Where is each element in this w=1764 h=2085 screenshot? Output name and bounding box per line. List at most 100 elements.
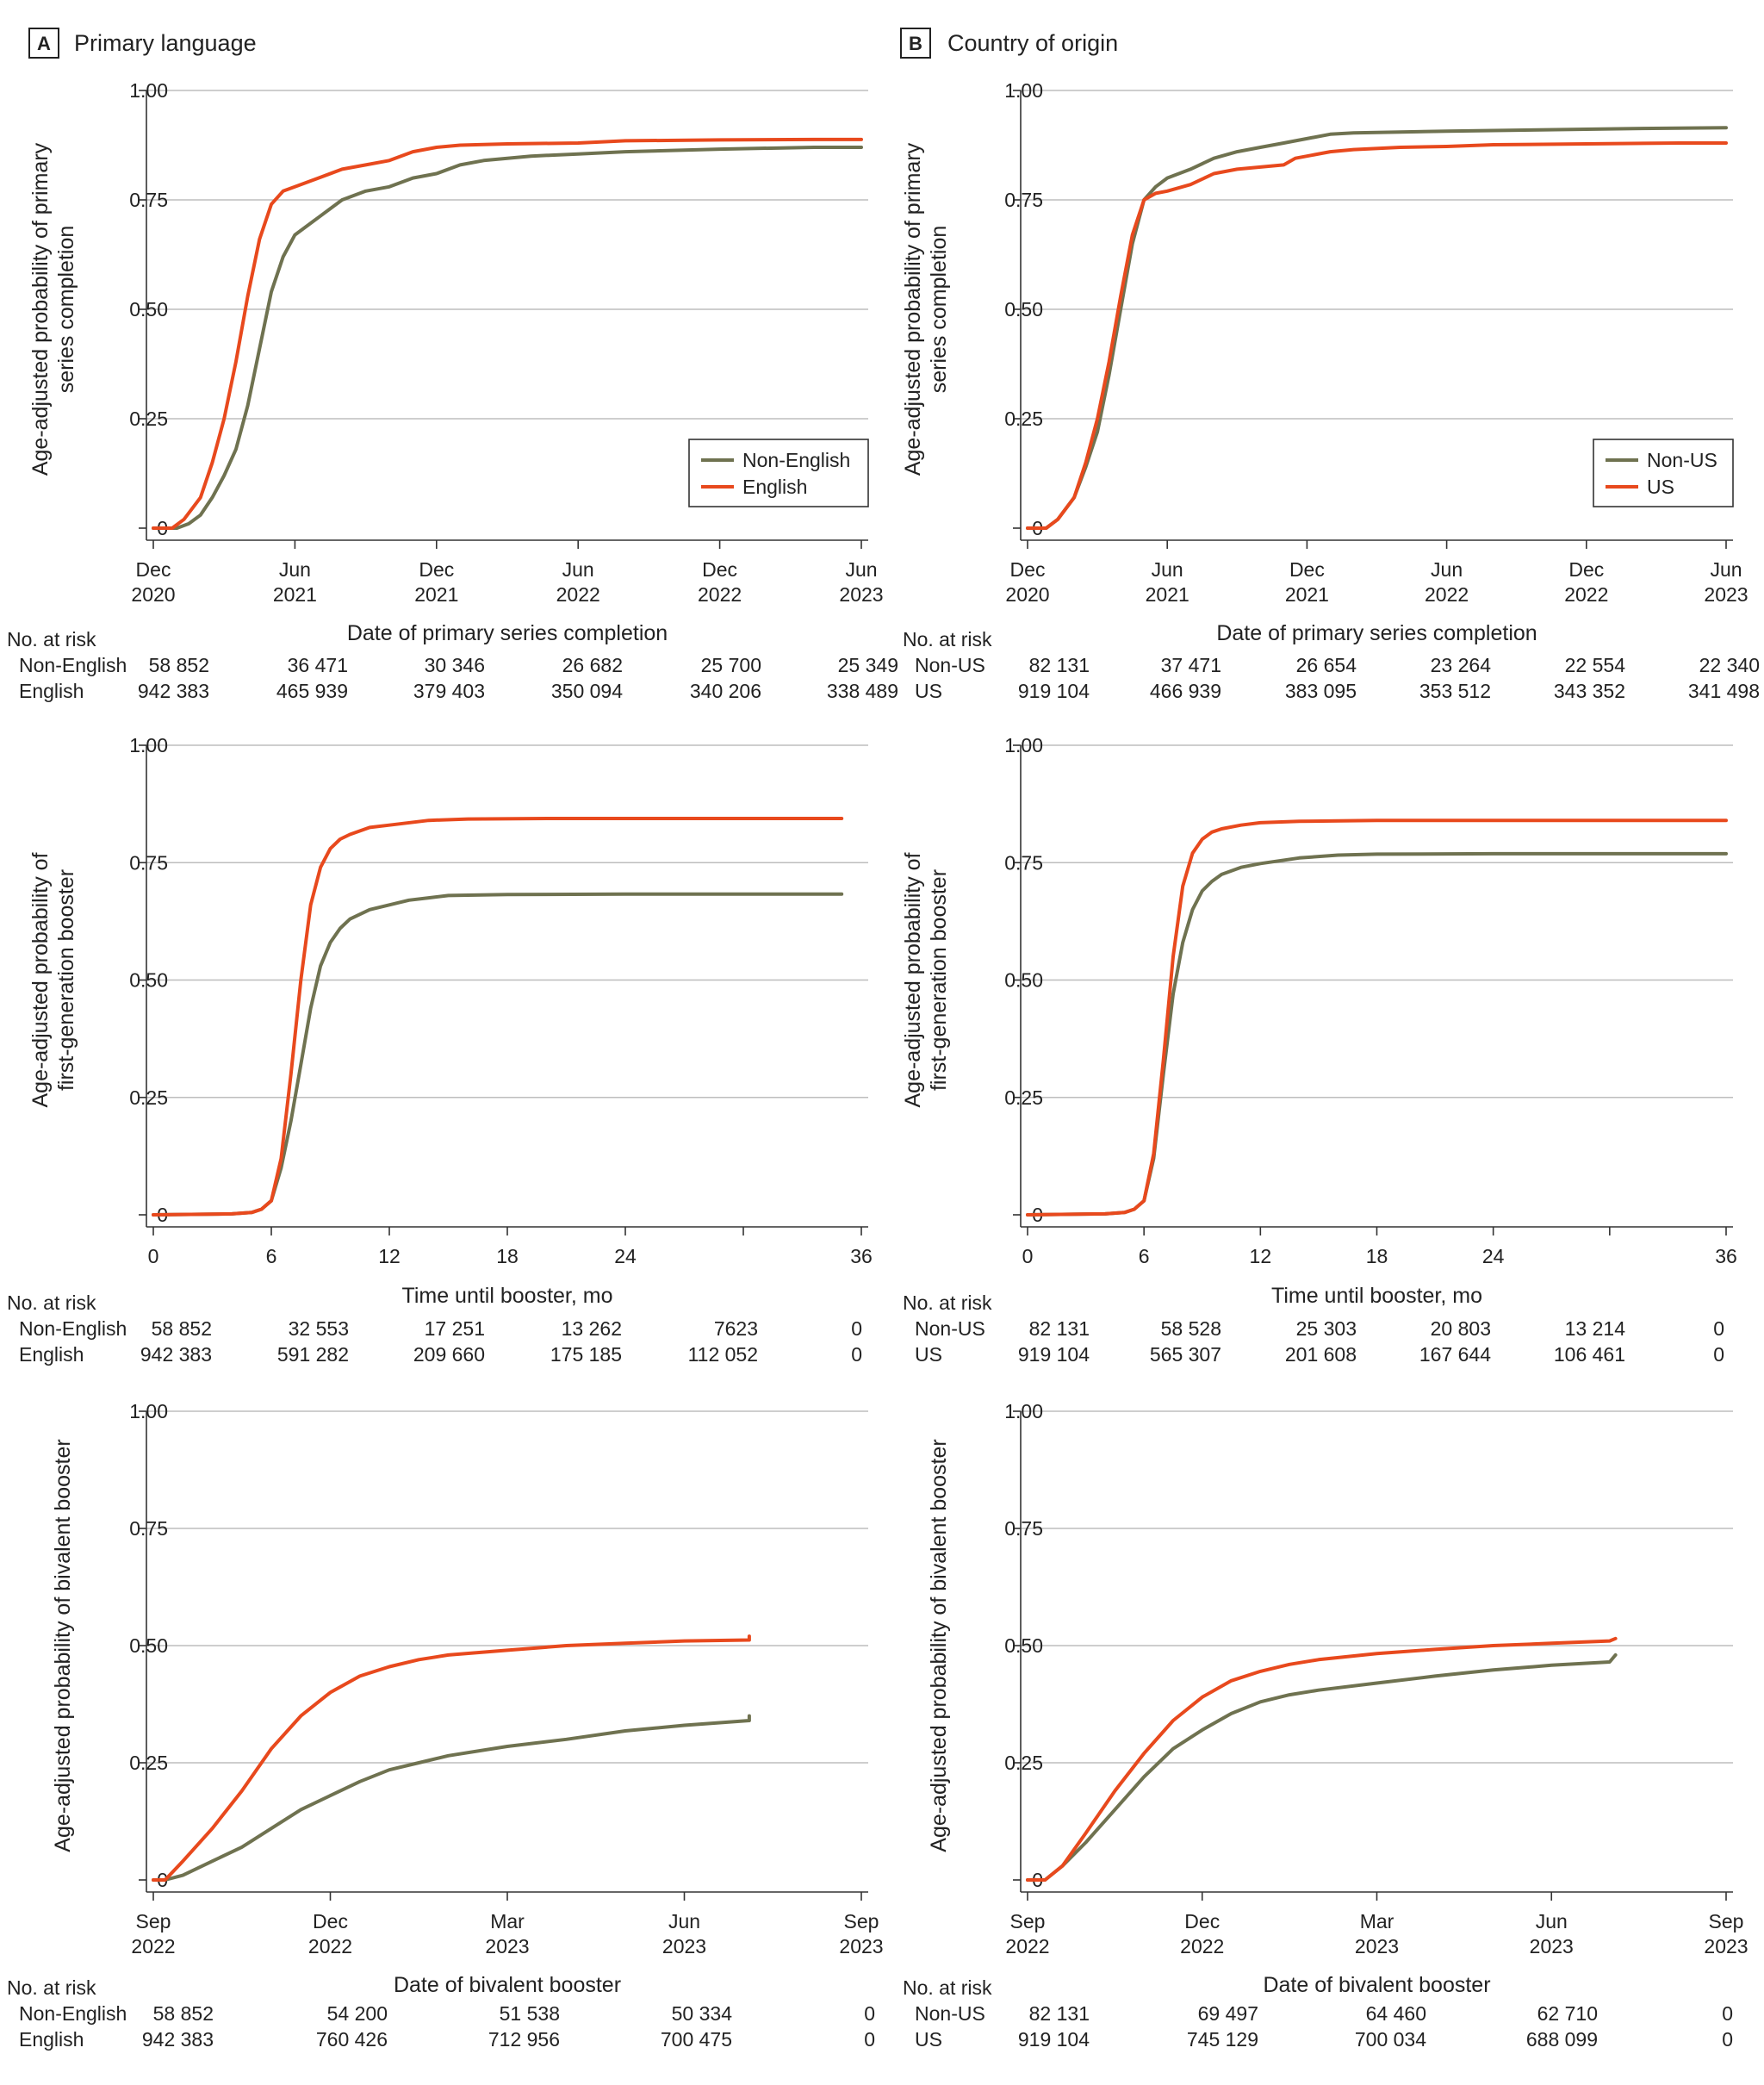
x-axis-title: Time until booster, mo (1271, 1284, 1482, 1308)
y-axis-title-line: Age-adjusted probability of (901, 852, 925, 1107)
risk-value: 58 852 (152, 1317, 212, 1340)
chart-a3: 00.250.500.751.00Sep2022Dec2022Mar2023Ju… (7, 1400, 884, 2051)
x-tick-label: 18 (1366, 1245, 1388, 1267)
series-line-non-us (1026, 1652, 1618, 1882)
y-tick-label: 0.25 (129, 1086, 168, 1109)
x-tick-label: Dec (1184, 1910, 1220, 1933)
x-tick-label: Jun (562, 558, 594, 581)
x-tick-label: 2020 (1005, 583, 1049, 606)
y-axis-title-line: Age-adjusted probability of (28, 852, 53, 1107)
x-tick-label: Dec (1568, 558, 1604, 581)
risk-value: 209 660 (413, 1343, 485, 1366)
risk-row-label: English (19, 680, 84, 702)
risk-value: 919 104 (1018, 680, 1090, 702)
risk-table: No. at risk Non-English 58 852 54 200 51 538… (7, 1976, 875, 2051)
y-axis-title-line: first-generation booster (927, 869, 951, 1091)
y-axis-title-line: first-generation booster (54, 869, 78, 1091)
x-tick-label: 2022 (698, 583, 742, 606)
x-tick-label: Dec (702, 558, 737, 581)
y-axis-title-line: Age-adjusted probability of primary (901, 142, 925, 476)
x-axis-title: Time until booster, mo (401, 1284, 612, 1308)
series-line-english (152, 137, 863, 530)
x-tick-label: 6 (1139, 1245, 1150, 1267)
chart-b2: 0 0.25 0.50 0.75 1.00 0 6 12 18 24 36 Time until bo… (901, 734, 1737, 1366)
risk-value: 36 471 (288, 654, 348, 676)
x-tick-label: 2023 (1530, 1935, 1574, 1957)
risk-table-title: No. at risk (903, 628, 992, 650)
risk-value: 0 (851, 1317, 862, 1340)
risk-value: 51 538 (500, 2002, 560, 2025)
risk-value: 25 303 (1296, 1317, 1357, 1340)
x-tick-label: Mar (490, 1910, 525, 1933)
y-axis-title: Age-adjusted probability of bivalent boo… (927, 1439, 951, 1852)
risk-value: 0 (1713, 1317, 1724, 1340)
risk-value: 591 282 (277, 1343, 349, 1366)
x-tick-label: Jun (845, 558, 877, 581)
x-tick-label: 2023 (1704, 583, 1748, 606)
risk-table: No. at risk Non-US 82 131 58 528 25 303 20 80… (903, 1291, 1724, 1366)
legend-entry: Non-English (742, 449, 850, 471)
chart-a1: 00.250.500.751.00Dec2020Jun2021Dec2021Ju… (7, 79, 898, 702)
x-axis-title: Date of bivalent booster (394, 1973, 621, 1997)
risk-value: 37 471 (1161, 654, 1221, 676)
y-axis-title: Age-adjusted probability offirst-generat… (28, 852, 78, 1107)
y-axis-title: Age-adjusted probability of primaryserie… (28, 142, 78, 476)
x-tick-label: 2023 (1355, 1935, 1399, 1957)
risk-value: 20 803 (1431, 1317, 1491, 1340)
risk-value: 175 185 (550, 1343, 622, 1366)
risk-value: 112 052 (688, 1343, 758, 1366)
risk-value: 383 095 (1285, 680, 1357, 702)
panel-b-header: B Country of origin (900, 28, 1118, 59)
risk-value: 13 262 (562, 1317, 622, 1340)
x-tick-label: 18 (496, 1245, 519, 1267)
series-line-us (1026, 141, 1728, 530)
series-line-non-us (1026, 851, 1728, 1217)
x-tick-label: 2022 (1425, 583, 1469, 606)
x-tick-label: 24 (614, 1245, 637, 1267)
y-axis-title-line: Age-adjusted probability of bivalent boo… (927, 1439, 951, 1852)
risk-value: 0 (1722, 2002, 1733, 2025)
risk-value: 167 644 (1419, 1343, 1491, 1366)
y-tick-label: 0.75 (1004, 851, 1043, 874)
y-tick-label: 1.00 (1004, 79, 1043, 102)
x-tick-label: 12 (1250, 1245, 1272, 1267)
y-tick-label: 0.25 (129, 1752, 168, 1774)
risk-row-label: Non-US (915, 2002, 985, 2025)
risk-row-label: US (915, 680, 942, 702)
x-tick-label: 12 (378, 1245, 401, 1267)
risk-value: 565 307 (1150, 1343, 1221, 1366)
series-line-non-english (152, 892, 844, 1217)
risk-value: 942 383 (140, 1343, 212, 1366)
x-tick-label: 6 (266, 1245, 277, 1267)
risk-value: 338 489 (827, 680, 898, 702)
panel-a-header: A Primary language (28, 28, 257, 59)
risk-value: 745 129 (1187, 2028, 1258, 2051)
panel-a-letter-box (28, 28, 59, 59)
x-tick-label: Jun (1431, 558, 1463, 581)
y-tick-label: 0.50 (1004, 298, 1043, 321)
x-tick-label: 2021 (1146, 583, 1189, 606)
risk-value: 466 939 (1150, 680, 1221, 702)
y-tick-label: 0.50 (129, 1634, 168, 1657)
chart-a2: 0 0.25 0.50 0.75 1.00 0 6 12 18 24 36 Time until bo… (7, 734, 873, 1366)
risk-value: 0 (864, 2028, 875, 2051)
risk-row-label: Non-English (19, 1317, 127, 1340)
risk-value: 201 608 (1285, 1343, 1357, 1366)
risk-value: 379 403 (413, 680, 485, 702)
y-axis-title: Age-adjusted probability of primaryserie… (901, 142, 951, 476)
x-axis-title: Date of bivalent booster (1263, 1973, 1490, 1997)
series-line-us (1026, 1636, 1618, 1882)
y-tick-label: 0.25 (1004, 1086, 1043, 1109)
risk-value: 341 498 (1688, 680, 1760, 702)
risk-row-label: English (19, 2028, 84, 2051)
legend: Non-US US (1593, 439, 1734, 507)
y-tick-label: 1.00 (1004, 734, 1043, 756)
risk-value: 13 214 (1565, 1317, 1626, 1340)
charts-layer: 00.250.500.751.00Dec2020Jun2021Dec2021Ju… (7, 79, 1760, 2051)
risk-value: 26 654 (1296, 654, 1357, 676)
y-tick-label: 0.75 (129, 851, 168, 874)
risk-value: 0 (1722, 2028, 1733, 2051)
y-tick-label: 0.75 (1004, 189, 1043, 211)
risk-row-label: Non-English (19, 654, 127, 676)
